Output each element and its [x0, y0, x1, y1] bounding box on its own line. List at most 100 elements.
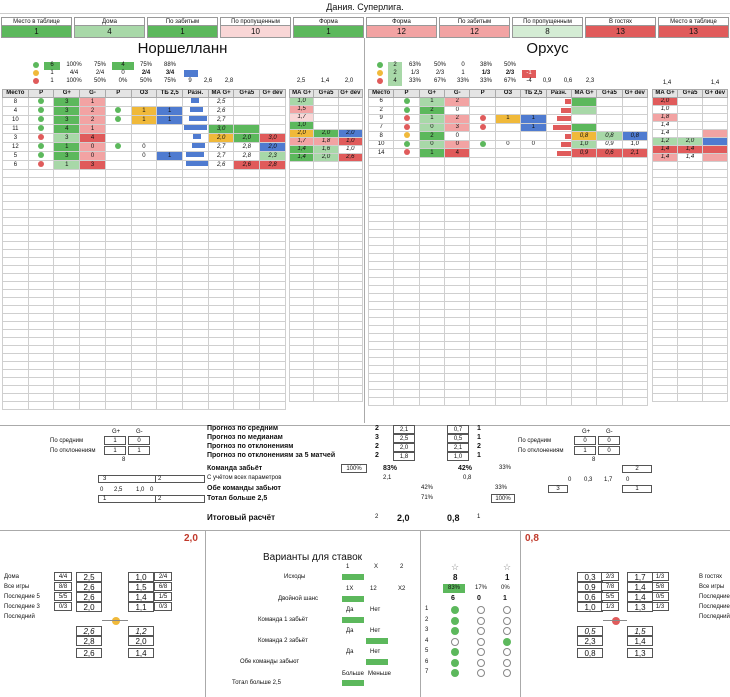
grid-row: 4 3 2 1 1 2,6	[2, 106, 286, 116]
home-summary: 6 100% 75% 4 75% 88% 1 4/4 2/4 0 2/4 3/4…	[28, 62, 288, 86]
grid-cell	[469, 97, 496, 107]
grid-cell	[621, 157, 649, 167]
grid-cell	[182, 401, 209, 410]
grid-cell	[393, 389, 420, 399]
grid-cell	[337, 225, 364, 234]
grid-cell	[367, 189, 395, 199]
grid-row	[2, 377, 286, 386]
grid-cell	[2, 369, 29, 378]
grid-row: 1,0	[288, 121, 364, 130]
bet-head: Нет	[370, 607, 381, 613]
grid-cell	[2, 345, 29, 354]
grid-cell	[337, 185, 364, 194]
grid-cell	[621, 229, 649, 239]
grid-row	[652, 385, 728, 394]
grid-row	[652, 353, 728, 362]
grid-cell	[444, 357, 471, 367]
panel-frac: 0/3	[154, 602, 172, 611]
grid-cell	[469, 189, 496, 199]
grid-cell	[104, 337, 132, 346]
star-count: 8	[453, 573, 458, 582]
grid-cell	[313, 393, 339, 402]
grid-cell	[27, 369, 55, 378]
grid-cell	[596, 349, 623, 359]
panel-label: Все игры	[699, 584, 725, 590]
grid-cell	[444, 341, 471, 351]
bet-label: Тотал больше 2,5	[232, 680, 282, 686]
mini-label: По средним	[518, 438, 552, 444]
bet-label: Обе команды забьют	[240, 659, 300, 665]
grid-cell	[156, 297, 184, 306]
grid-cell	[418, 317, 446, 327]
grid-cell	[156, 217, 184, 226]
grid-cell	[677, 361, 703, 370]
grid-cell: 2	[444, 114, 471, 124]
grid-row	[652, 209, 728, 218]
grid-cell	[596, 173, 623, 183]
grid-row	[367, 389, 649, 399]
grid-cell	[418, 213, 446, 223]
grid-cell: 2	[418, 131, 446, 141]
grid-cell	[494, 373, 522, 383]
away-score: 0,8	[525, 533, 539, 544]
summary-val: 2,6	[203, 78, 213, 84]
grid-cell	[677, 393, 703, 402]
grid-cell	[259, 353, 286, 362]
grid-cell	[596, 237, 623, 247]
grid-cell	[545, 237, 572, 247]
grid-cell	[677, 345, 703, 354]
grid-row	[652, 281, 728, 290]
result-dot-icon	[38, 98, 45, 105]
grid-row: 10 0 0 0 0 1,0 0,9 1,0	[367, 139, 649, 150]
grid-cell	[27, 160, 55, 170]
grid-cell	[570, 397, 598, 407]
grid-cell	[596, 253, 623, 263]
panel-frac: 1/3	[601, 602, 619, 611]
mini-val: 1,0	[136, 487, 145, 493]
grid-cell	[520, 261, 547, 271]
grid-row	[367, 341, 649, 351]
grid-cell: 2,7	[207, 115, 235, 125]
grid-cell	[182, 273, 209, 282]
grid-row	[288, 353, 364, 362]
grid-cell	[494, 253, 522, 263]
grid-cell: 1	[494, 114, 522, 124]
grid-row	[367, 205, 649, 215]
grid-cell	[182, 233, 209, 242]
bets-panel: 1 X 2 Исходы 1X 12 X2 Двойной шанс Да Не…	[206, 562, 420, 696]
grid-cell	[259, 225, 286, 234]
grid-cell	[545, 357, 572, 367]
grid-cell	[393, 97, 420, 107]
grid-cell	[677, 177, 703, 186]
grid-cell	[313, 177, 339, 186]
grid-cell: 2,7	[207, 142, 235, 152]
bet-head: Нет	[370, 628, 381, 634]
grid-cell	[545, 221, 572, 231]
grid-cell	[545, 333, 572, 343]
grid-cell: 0,9	[570, 148, 598, 159]
grid-cell	[288, 249, 315, 258]
grid-cell	[520, 381, 547, 391]
grid-cell	[367, 157, 395, 167]
grid-cell	[418, 301, 446, 311]
grid-cell	[2, 361, 29, 370]
grid-cell	[520, 309, 547, 319]
grid-cell	[104, 289, 132, 298]
panel-val-1: 0,3	[577, 572, 603, 582]
grid-cell	[207, 201, 235, 210]
grid-cell	[444, 373, 471, 383]
grid-row	[652, 169, 728, 178]
grid-row	[652, 193, 728, 202]
grid-row: 2,0	[652, 97, 728, 106]
grid-row	[652, 185, 728, 194]
grid-cell	[652, 281, 678, 290]
grid-cell	[520, 269, 547, 279]
grid-cell	[702, 313, 728, 322]
grid-cell	[545, 245, 572, 255]
panel-label: Все игры	[4, 584, 30, 590]
grid-cell	[130, 169, 158, 178]
grid-row: 1,5	[288, 105, 364, 114]
grid-cell	[53, 177, 81, 186]
grid-cell	[621, 341, 649, 351]
grid-cell	[207, 209, 235, 218]
